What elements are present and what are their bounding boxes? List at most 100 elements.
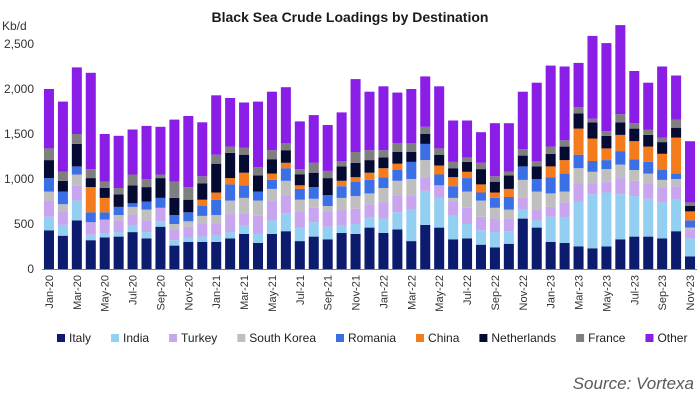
bar-segment bbox=[169, 215, 180, 224]
bar-segment bbox=[322, 170, 333, 179]
bar-segment bbox=[615, 178, 626, 195]
bar-segment bbox=[392, 195, 403, 213]
bar-segment bbox=[71, 166, 82, 175]
bar-segment bbox=[587, 122, 598, 139]
bar-segment bbox=[280, 150, 291, 163]
bar-segment bbox=[350, 79, 361, 152]
bar-segment bbox=[43, 230, 54, 269]
bar-segment bbox=[211, 163, 222, 193]
bar-segment bbox=[559, 202, 570, 218]
bar-segment bbox=[587, 194, 598, 249]
bar-segment bbox=[685, 211, 696, 221]
bar-segment bbox=[392, 92, 403, 143]
bar-segment bbox=[294, 211, 305, 228]
bar-segment bbox=[336, 180, 347, 187]
bar-segment bbox=[141, 238, 152, 269]
bar-segment bbox=[629, 159, 640, 170]
bar-segment bbox=[211, 242, 222, 269]
bar-segment bbox=[308, 162, 319, 173]
bar-segment bbox=[420, 177, 431, 191]
bar-segment bbox=[671, 75, 682, 120]
bar-segment bbox=[671, 186, 682, 200]
bar-segment bbox=[420, 76, 431, 127]
bar-segment bbox=[294, 199, 305, 212]
bar-segment bbox=[489, 207, 500, 219]
bar-segment bbox=[685, 229, 696, 239]
bar-segment bbox=[239, 172, 250, 186]
bar-segment bbox=[239, 213, 250, 226]
bar-segment bbox=[615, 164, 626, 179]
bar-segment bbox=[434, 148, 445, 155]
bar-segment bbox=[127, 215, 138, 226]
bar-segment bbox=[573, 113, 584, 129]
bar-segment bbox=[141, 125, 152, 179]
bar-segment bbox=[252, 101, 264, 168]
bar-segment bbox=[378, 177, 389, 188]
bar-segment bbox=[225, 98, 236, 147]
bar-segment bbox=[252, 215, 264, 234]
bar-segment bbox=[336, 225, 347, 233]
y-tick-label: 0 bbox=[27, 262, 34, 276]
legend-swatch bbox=[645, 334, 654, 342]
bar-segment bbox=[475, 216, 486, 231]
bar-segment bbox=[350, 208, 361, 224]
bar-segment bbox=[294, 121, 305, 170]
bar-segment bbox=[225, 146, 236, 153]
bar-segment bbox=[643, 236, 654, 269]
bar-segment bbox=[657, 137, 668, 143]
bar-segment bbox=[155, 126, 166, 175]
x-tick-label: Jul-22 bbox=[462, 275, 474, 305]
bar-segment bbox=[517, 91, 528, 150]
bar-segment bbox=[294, 227, 305, 242]
bar-segment bbox=[378, 202, 389, 219]
bar-segment bbox=[545, 206, 556, 217]
bar-segment bbox=[559, 140, 570, 147]
legend-swatch bbox=[336, 334, 344, 342]
bar-segment bbox=[643, 198, 654, 237]
bar-segment bbox=[141, 209, 152, 221]
bar-segment bbox=[573, 201, 584, 247]
bar-segment bbox=[113, 206, 124, 215]
bar-segment bbox=[531, 179, 542, 192]
bar-segment bbox=[573, 128, 584, 155]
bar-segment bbox=[643, 173, 654, 184]
x-tick-label: Jan-21 bbox=[211, 275, 223, 309]
bar-segment bbox=[378, 168, 389, 178]
bar-segment bbox=[587, 118, 598, 123]
bar-segment bbox=[392, 229, 403, 269]
bar-segment bbox=[322, 178, 333, 196]
bar-segment bbox=[587, 35, 598, 119]
bar-segment bbox=[392, 212, 403, 230]
x-tick-label: Sep-23 bbox=[657, 275, 669, 310]
bar-segment bbox=[406, 179, 417, 197]
bar-segment bbox=[266, 91, 277, 151]
bar-segment bbox=[657, 238, 668, 269]
bar-segment bbox=[308, 207, 319, 223]
bar-segment bbox=[378, 218, 389, 233]
bar-segment bbox=[503, 231, 514, 244]
bar-segment bbox=[629, 128, 640, 142]
bar-segment bbox=[434, 154, 445, 166]
bar-segment bbox=[127, 225, 138, 233]
bar-segment bbox=[57, 191, 68, 205]
bar-segment bbox=[322, 125, 333, 171]
bar-segment bbox=[462, 161, 473, 172]
bar-segment bbox=[406, 89, 417, 143]
legend-swatch bbox=[169, 334, 178, 342]
bar-segment bbox=[378, 150, 389, 158]
bar-segment bbox=[685, 256, 696, 269]
bar-segment bbox=[183, 116, 194, 188]
bar-segment bbox=[350, 162, 361, 178]
bar-segment bbox=[141, 220, 152, 233]
bar-segment bbox=[127, 174, 138, 186]
bar-segment bbox=[169, 240, 180, 246]
bar-segment bbox=[545, 166, 556, 178]
bar-segment bbox=[462, 120, 473, 158]
legend: Italy India Turkey South Korea Romania China N… bbox=[57, 331, 687, 345]
bar-segment bbox=[531, 82, 542, 161]
bar-segment bbox=[448, 201, 459, 215]
bar-segment bbox=[155, 174, 166, 179]
bar-segment bbox=[392, 170, 403, 181]
bar-segment bbox=[336, 161, 347, 167]
bar-segment bbox=[43, 89, 54, 149]
